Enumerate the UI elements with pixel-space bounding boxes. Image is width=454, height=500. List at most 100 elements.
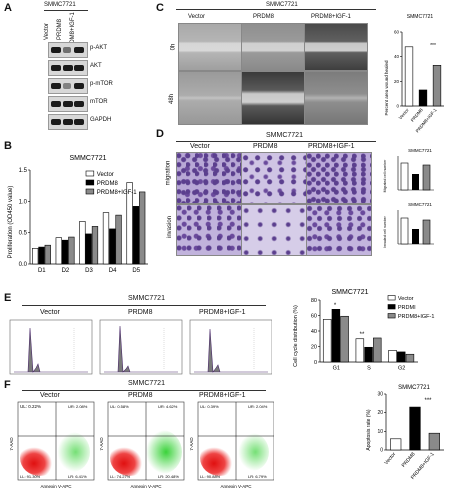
panel-f-col-vector: Vector	[40, 392, 60, 399]
x-tick-label-vector: Vector	[383, 451, 397, 466]
panel-d-col-prdm8: PRDM8	[253, 143, 278, 150]
bar-g2-vector	[388, 350, 397, 363]
igf1-quad-ul: UL: 0.39%	[200, 404, 219, 409]
transwell-migration-prdm8	[241, 152, 307, 204]
bar-prdm8	[409, 406, 421, 451]
panel-e-col-prdm8: PRDM8	[128, 309, 153, 316]
bar-d1-prdm8-igf-1	[44, 244, 51, 265]
legend-swatch-prdmi	[387, 304, 396, 310]
transwell-invasion-igf1	[306, 204, 372, 256]
histogram-vector	[9, 319, 93, 375]
igf1-yaxis: 7-AAD	[189, 437, 194, 451]
panel-a-label: A	[4, 2, 12, 14]
y-tick-label: 20	[311, 345, 317, 351]
cellcycle-chart-title: SMMC7721	[332, 289, 369, 296]
panel-d-title: SMMC7721	[266, 132, 303, 139]
igf1-quad-ur: UR: 2.04%	[248, 404, 268, 409]
bar-vector	[404, 46, 414, 107]
panel-d-row-invasion: invasion	[167, 215, 174, 239]
vector-yaxis: 7-AAD	[9, 437, 14, 451]
cellcycle-sig-s: **	[360, 332, 365, 338]
cellcycle-chart-ylabel: Cell cycle distribution (%)	[293, 305, 299, 367]
wb-label-p-akt: p-AKT	[90, 45, 108, 51]
y-tick-label: 20	[394, 79, 400, 84]
transwell-migration-vector	[176, 152, 242, 204]
panel-d-label: D	[156, 128, 164, 140]
x-tick-label-prdm8: PRDM8	[401, 451, 417, 468]
legend-label-prdmi: PRDMI	[398, 305, 416, 311]
y-tick-label: 40	[394, 54, 400, 59]
chart-transwell-mini: SMMC7721 Migrated cell number SMMC7721 I…	[383, 148, 434, 248]
panel-d-title-rule	[176, 141, 376, 142]
bar-s-prdm8-igf-1	[373, 337, 382, 363]
wound-image-igf1-0h	[304, 23, 368, 71]
bar-g2-prdmi	[397, 351, 406, 363]
bar-g1-prdmi	[331, 308, 341, 363]
panel-b-label: B	[4, 140, 12, 152]
wound-image-vector-0h	[178, 23, 242, 71]
bar-d3-prdm8-igf-1	[91, 226, 99, 265]
bar-d4-vector	[102, 212, 110, 265]
x-tick-label-d5: D5	[132, 268, 140, 274]
histogram-prdm8-igf1	[189, 319, 272, 375]
igf1-quad-lr: LR: 6.79%	[248, 474, 267, 479]
y-tick-label: 20	[377, 410, 383, 416]
y-tick-label: 10	[377, 429, 383, 435]
prdm8-quad-ll: LL: 74.27%	[110, 474, 131, 479]
panel-c-col-prdm8: PRDM8	[253, 14, 275, 20]
panel-d-col-prdm8-igf1: PRDM8+IGF-1	[308, 143, 355, 150]
bar-d5-prdm8	[132, 206, 140, 265]
cellcycle-chart-marks: 0 20 40 60 80 G1 S G2 Vector PRDMI PRDM8+IGF-1	[311, 295, 435, 372]
wound-sig: ***	[430, 43, 436, 49]
prdm8-quad-ul: UL: 0.58%	[110, 404, 129, 409]
panel-f-label: F	[4, 379, 11, 391]
legend-swatch-prdm8-igf-1	[85, 188, 95, 195]
legend-label-prdm8-igf-1: PRDM8+IGF-1	[398, 314, 435, 320]
panel-c-row-48h: 48h	[169, 93, 176, 105]
panel-f-title: SMMC7721	[128, 380, 165, 387]
apoptosis-chart-title: SMMC7721	[398, 385, 430, 391]
legend-swatch-prdm8	[85, 179, 95, 186]
bar-d2-vector	[55, 237, 62, 265]
prdm8-quad-lr: LR: 20.48%	[158, 474, 179, 479]
apoptosis-sig: ***	[424, 398, 432, 404]
y-tick-label: 0.0	[19, 262, 28, 268]
prdm8-xaxis: Annexin V-APC	[130, 484, 162, 489]
chart-apoptosis: SMMC7721 Apoptosis rate (%) 0 10 20 30 Vecto…	[366, 385, 444, 481]
y-tick-label: 0	[396, 104, 399, 109]
wb-label-akt: AKT	[90, 63, 102, 69]
y-tick-label: 1.5	[19, 168, 28, 174]
panel-e-col-prdm8-igf1: PRDM8+IGF-1	[199, 309, 246, 316]
mini1-bar-igf1	[422, 164, 431, 191]
y-tick-label: 60	[311, 314, 317, 320]
panel-f-col-prdm8: PRDM8	[128, 392, 153, 399]
wb-row-p-akt	[48, 42, 88, 58]
mini1-bar-vector	[400, 162, 409, 191]
wb-row-mtor	[48, 96, 88, 112]
y-tick-label: 80	[311, 298, 317, 304]
x-tick-label-g2: G2	[398, 366, 405, 372]
panel-e-title: SMMC7721	[128, 295, 165, 302]
bar-d1-vector	[32, 248, 39, 265]
x-tick-label-s: S	[367, 366, 371, 372]
legend-swatch-vector	[85, 170, 95, 177]
legend-label-vector: Vector	[97, 172, 114, 178]
x-tick-label-g1: G1	[333, 366, 340, 372]
prolif-chart-marks: 0.0 0.5 1.0 1.5 D1 D2 D3 D4 D5 Vector PRDM8 PRDM8+I…	[19, 168, 148, 274]
bar-prdm8	[418, 89, 428, 107]
panel-c-row-0h: 0h	[170, 43, 177, 51]
igf1-quad-ll: LL: 90.88%	[200, 474, 221, 479]
mini-chart-title-1: SMMC7721	[408, 148, 432, 153]
dotplot-prdm8-igf1: UL: 0.39% UR: 2.04% LL: 90.88% LR: 6.79%…	[189, 401, 274, 489]
histogram-prdm8	[99, 319, 183, 375]
bar-d2-prdm8	[61, 239, 69, 265]
vector-quad-lr: LR: 6.41%	[68, 474, 87, 479]
prolif-chart-title: SMMC7721	[70, 155, 107, 162]
legend-label-vector: Vector	[398, 296, 414, 302]
transwell-invasion-prdm8	[241, 204, 307, 256]
panel-e-label: E	[4, 292, 12, 304]
dotplot-vector: UL: 0.22% UR: 2.08% LL: 91.30% LR: 6.41%…	[9, 401, 95, 489]
wb-row-gapdh	[48, 114, 88, 130]
bar-prdm8-igf-1	[432, 64, 442, 107]
